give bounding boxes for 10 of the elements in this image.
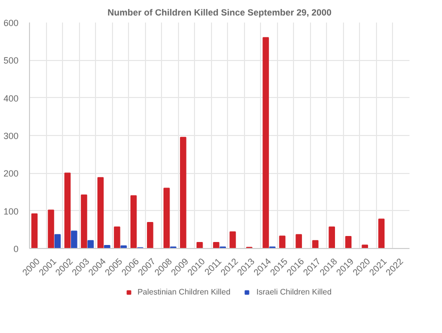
y-tick-label: 600 bbox=[3, 18, 19, 28]
legend-label: Israeli Children Killed bbox=[256, 288, 332, 296]
legend-label: Palestinian Children Killed bbox=[137, 288, 230, 296]
y-tick-label: 200 bbox=[3, 168, 19, 179]
chart-title: Number of Children Killed Since September 29, 2000 bbox=[107, 8, 332, 18]
y-tick-label: 400 bbox=[3, 93, 19, 104]
y-tick-label: 500 bbox=[3, 56, 19, 66]
y-tick-label: 100 bbox=[3, 206, 19, 216]
y-tick-label: 0 bbox=[13, 244, 19, 254]
y-tick-label: 300 bbox=[3, 131, 19, 141]
